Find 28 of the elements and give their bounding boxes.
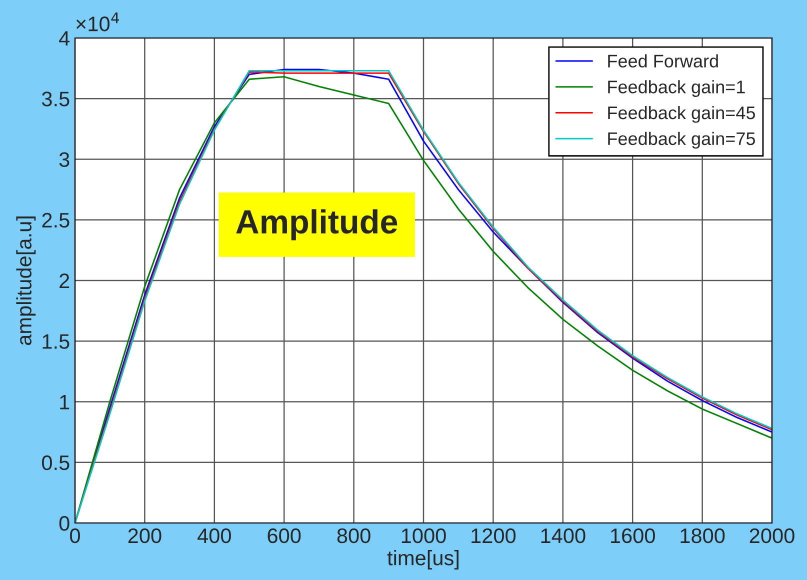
y-tick-label: 0.5 — [42, 455, 70, 470]
x-tick-label: 1200 — [472, 528, 516, 544]
x-tick-label: 1600 — [611, 528, 655, 544]
legend-label: Feedback gain=45 — [608, 106, 756, 123]
legend-label: Feedback gain=75 — [608, 132, 756, 149]
x-tick-label: 800 — [337, 528, 370, 544]
legend-label: Feed Forward — [608, 54, 718, 68]
y-tick-label: 3 — [59, 152, 70, 168]
y-tick-label: 0 — [59, 516, 70, 531]
text: ×10$^{4}$ — [76, 12, 119, 32]
y-tick-label: 3.5 — [42, 92, 70, 106]
x-tick-label: 1000 — [402, 528, 446, 544]
x-tick-label: 2000 — [750, 528, 794, 544]
legend-label: Feedback gain=1 — [608, 80, 745, 97]
y-tick-label: 1.5 — [42, 334, 70, 349]
x-tick-label: 1800 — [680, 528, 725, 544]
y-tick-label: 1 — [60, 394, 70, 410]
y-axis-title: amplitude[a.u] — [16, 216, 36, 346]
x-tick-label: 600 — [268, 528, 301, 544]
x-tick-label: 0 — [70, 528, 80, 544]
y-tick-label: 2.5 — [42, 212, 70, 228]
x-tick-label: 400 — [198, 528, 231, 544]
y-tick-label: 2 — [60, 274, 70, 288]
x-tick-label: 200 — [128, 528, 162, 544]
x-tick-label: 1400 — [541, 528, 586, 544]
y-tick-label: 4 — [59, 31, 70, 46]
annotation: Amplitude — [236, 209, 398, 240]
x-axis-title: time[us] — [387, 550, 458, 570]
